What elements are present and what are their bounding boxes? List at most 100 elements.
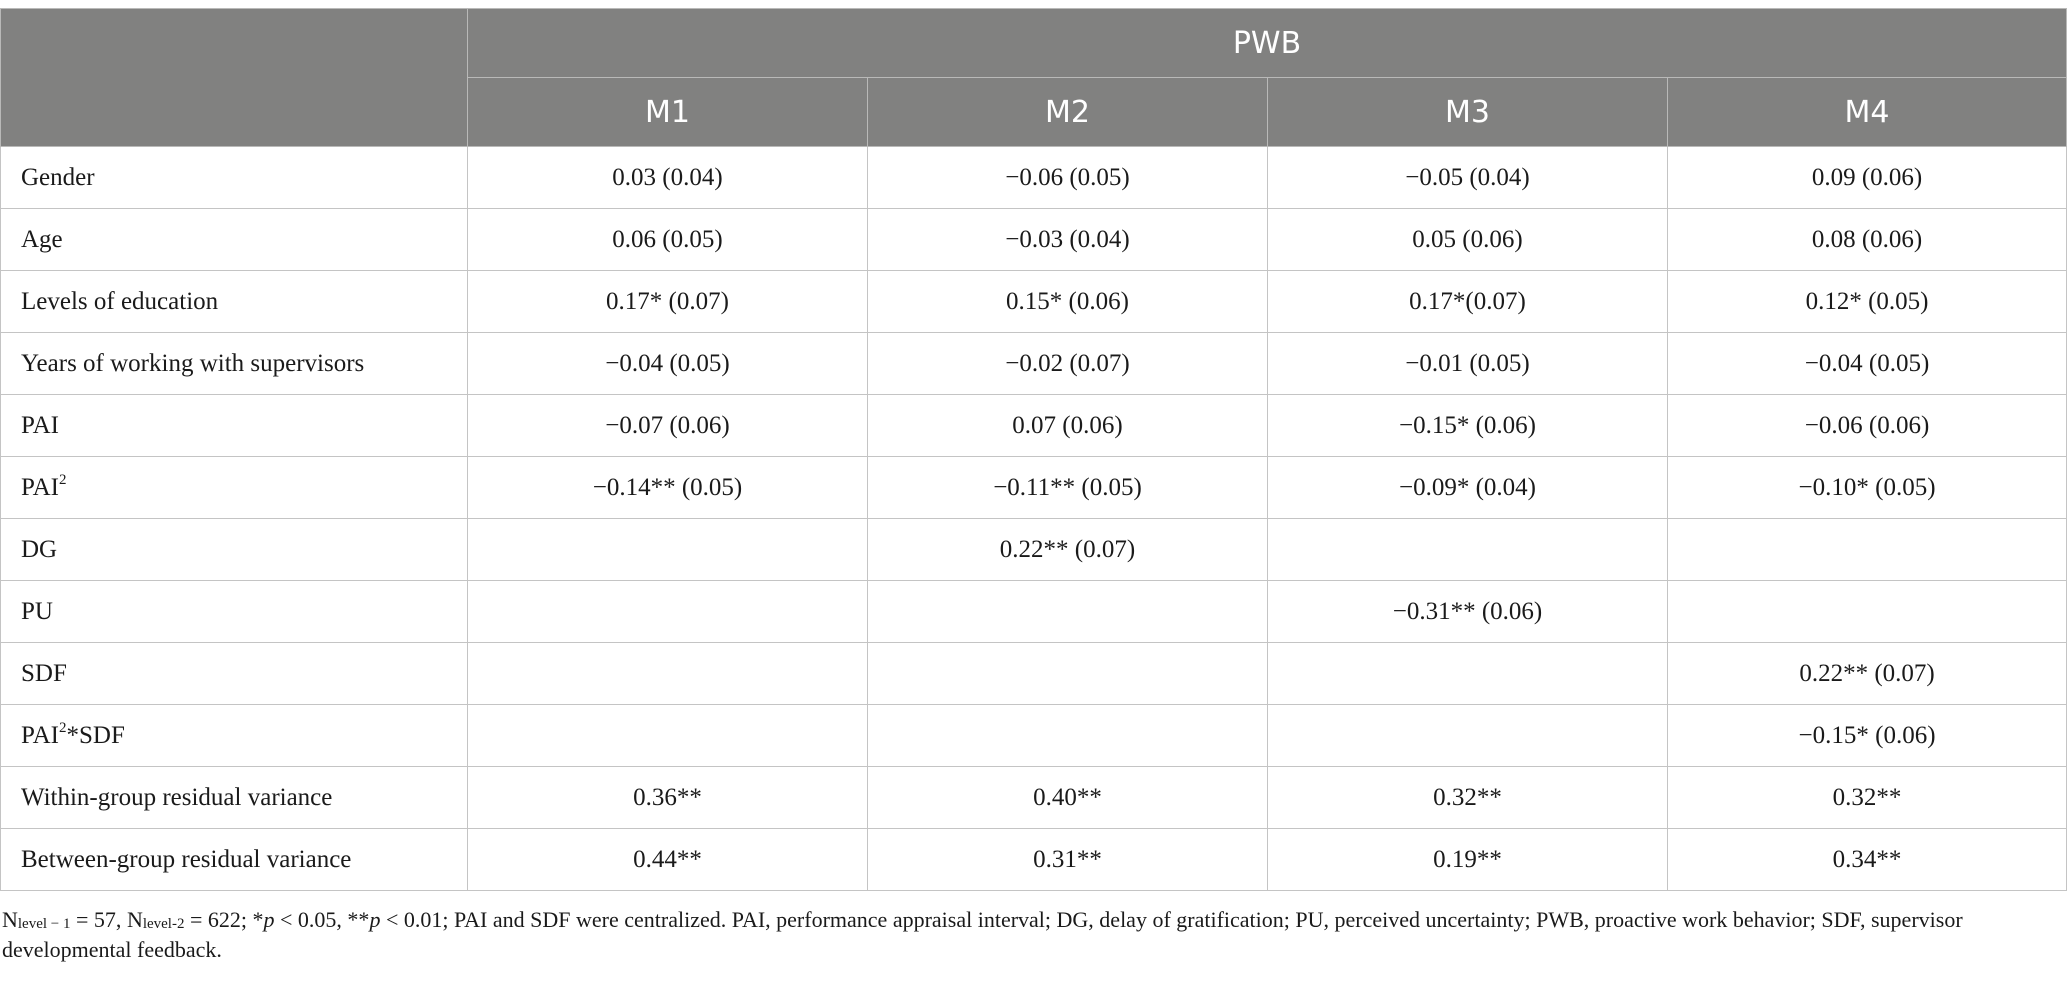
footnote-p2: p [369, 907, 381, 932]
value-cell-m4 [1666, 518, 2067, 581]
value-cell-m4: 0.34** [1666, 828, 2067, 891]
value-cell-m3: 0.17*(0.07) [1267, 270, 1668, 333]
row-label: Levels of education [0, 270, 468, 333]
value-cell-m4 [1666, 580, 2067, 643]
table-row: Within-group residual variance 0.36** 0.40… [0, 766, 2067, 829]
table-row: Between-group residual variance 0.44** 0.3… [0, 828, 2067, 891]
value-cell-m1: −0.07 (0.06) [467, 394, 868, 457]
value-cell-m4: −0.04 (0.05) [1666, 332, 2067, 395]
footnote-p1: p [263, 907, 275, 932]
table-body: Gender 0.03 (0.04) −0.06 (0.05) −0.05 (0.04… [0, 146, 2067, 891]
row-label-text: PU [21, 597, 53, 625]
row-label: PAI [0, 394, 468, 457]
value-cell-m1: −0.14** (0.05) [467, 456, 868, 519]
row-label-text: DG [21, 535, 58, 563]
value-cell-m2: 0.07 (0.06) [867, 394, 1268, 457]
value-cell-m4: 0.22** (0.07) [1666, 642, 2067, 705]
value-cell-m2: 0.40** [867, 766, 1268, 829]
row-label: Within-group residual variance [0, 766, 468, 829]
row-label: SDF [0, 642, 468, 705]
value-cell-m3: −0.05 (0.04) [1267, 146, 1668, 209]
row-label-text: SDF [21, 659, 67, 687]
footnote-p1-text: < 0.05, ** [274, 907, 370, 932]
row-label: Gender [0, 146, 468, 209]
row-label-superscript: 2 [59, 719, 67, 736]
row-label-text: Age [21, 225, 63, 253]
header-model-m4: M4 [1666, 77, 2067, 147]
row-label-text: Levels of education [21, 287, 219, 315]
value-cell-m3 [1267, 642, 1668, 705]
value-cell-m1: 0.44** [467, 828, 868, 891]
value-cell-m3: −0.15* (0.06) [1267, 394, 1668, 457]
row-label: PAI2*SDF [0, 704, 468, 767]
value-cell-m2: −0.03 (0.04) [867, 208, 1268, 271]
value-cell-m3: −0.01 (0.05) [1267, 332, 1668, 395]
value-cell-m3 [1267, 518, 1668, 581]
header-model-m2: M2 [867, 77, 1268, 147]
footnote-n2-sub: level-2 [142, 916, 185, 932]
header-model-m1: M1 [467, 77, 868, 147]
value-cell-m3: 0.32** [1267, 766, 1668, 829]
row-label-text: PAI [21, 721, 59, 749]
value-cell-m4: 0.32** [1666, 766, 2067, 829]
value-cell-m2 [867, 580, 1268, 643]
value-cell-m2 [867, 642, 1268, 705]
footnote-n1: N [2, 907, 18, 932]
value-cell-m1: 0.06 (0.05) [467, 208, 868, 271]
value-cell-m1 [467, 704, 868, 767]
value-cell-m4: 0.12* (0.05) [1666, 270, 2067, 333]
row-label-text: PAI [21, 411, 59, 439]
footnote-n2: N [126, 907, 143, 932]
row-label-text: Between-group residual variance [21, 845, 352, 873]
regression-results-table: PWB M1 M2 M3 M4 Gender 0.03 (0.04) −0.06 (… [0, 8, 2067, 891]
header-corner-cell [0, 8, 468, 147]
value-cell-m1 [467, 580, 868, 643]
value-cell-m1 [467, 642, 868, 705]
value-cell-m1: −0.04 (0.05) [467, 332, 868, 395]
value-cell-m1: 0.17* (0.07) [467, 270, 868, 333]
value-cell-m2 [867, 704, 1268, 767]
footnote-n1-val: = 57, [70, 907, 127, 932]
footnote-rest: < 0.01; PAI and SDF were centralized. PA… [2, 907, 1963, 962]
value-cell-m3 [1267, 704, 1668, 767]
results-table-container: PWB M1 M2 M3 M4 Gender 0.03 (0.04) −0.06 (… [0, 8, 2067, 965]
header-model-row: M1 M2 M3 M4 [1, 77, 2067, 147]
row-label: PU [0, 580, 468, 643]
table-footnote: Nlevel − 1 = 57, Nlevel-2 = 622; *p < 0.… [2, 905, 2062, 965]
value-cell-m3: −0.31** (0.06) [1267, 580, 1668, 643]
row-label-text: Years of working with supervisors [21, 349, 365, 377]
footnote-n1-sub: level − 1 [17, 916, 71, 932]
value-cell-m3: 0.19** [1267, 828, 1668, 891]
row-label-text: Gender [21, 163, 95, 191]
header-model-m3: M3 [1267, 77, 1668, 147]
value-cell-m4: 0.09 (0.06) [1666, 146, 2067, 209]
table-row: Levels of education 0.17* (0.07) 0.15* (0.… [0, 270, 2067, 333]
value-cell-m2: 0.31** [867, 828, 1268, 891]
table-row: Years of working with supervisors −0.04 (… [0, 332, 2067, 395]
row-label: Between-group residual variance [0, 828, 468, 891]
row-label-text: PAI [21, 473, 59, 501]
value-cell-m1 [467, 518, 868, 581]
value-cell-m4: −0.06 (0.06) [1666, 394, 2067, 457]
table-row: DG 0.22** (0.07) [0, 518, 2067, 581]
value-cell-m2: 0.22** (0.07) [867, 518, 1268, 581]
value-cell-m4: 0.08 (0.06) [1666, 208, 2067, 271]
header-group-label: PWB [466, 8, 2067, 78]
row-label-superscript: 2 [59, 471, 67, 488]
row-label-text: Within-group residual variance [21, 783, 333, 811]
value-cell-m4: −0.15* (0.06) [1666, 704, 2067, 767]
row-label: DG [0, 518, 468, 581]
value-cell-m3: 0.05 (0.06) [1267, 208, 1668, 271]
value-cell-m3: −0.09* (0.04) [1267, 456, 1668, 519]
footnote-n2-val: = 622; * [184, 907, 264, 932]
value-cell-m2: −0.02 (0.07) [867, 332, 1268, 395]
table-row: PU −0.31** (0.06) [0, 580, 2067, 643]
table-row: Gender 0.03 (0.04) −0.06 (0.05) −0.05 (0.04… [0, 146, 2067, 209]
row-label-suffix: *SDF [66, 721, 125, 749]
table-row: PAI2 −0.14** (0.05) −0.11** (0.05) −0.09* (… [0, 456, 2067, 519]
table-row: PAI −0.07 (0.06) 0.07 (0.06) −0.15* (0.06) −… [0, 394, 2067, 457]
value-cell-m4: −0.10* (0.05) [1666, 456, 2067, 519]
value-cell-m2: −0.11** (0.05) [867, 456, 1268, 519]
table-row: Age 0.06 (0.05) −0.03 (0.04) 0.05 (0.06) 0.0… [0, 208, 2067, 271]
table-row: PAI2*SDF −0.15* (0.06) [0, 704, 2067, 767]
